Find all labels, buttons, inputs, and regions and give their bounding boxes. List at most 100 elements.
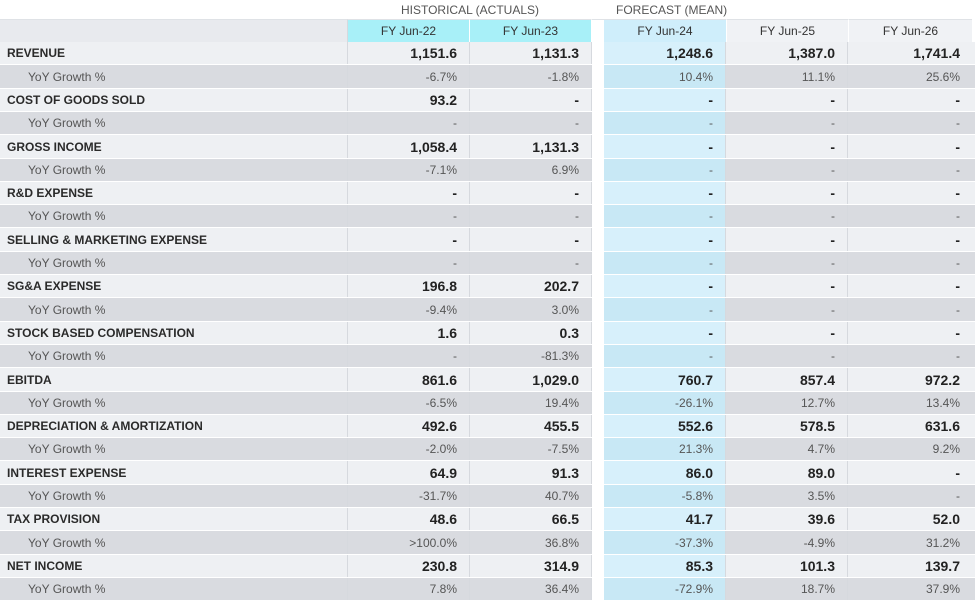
growth-cell: >100.0% — [348, 531, 470, 554]
growth-cell: - — [470, 252, 592, 274]
table-row[interactable]: SG&A EXPENSE 196.8 202.7- - - — [0, 275, 975, 298]
column-gap — [592, 485, 604, 507]
growth-row[interactable]: YoY Growth % -6.7% -1.8% 10.4% 11.1% 25.6% — [0, 65, 975, 89]
growth-cell: -2.0% — [348, 438, 470, 460]
growth-cell: -1.8% — [470, 65, 592, 88]
column-header-fy-jun-24[interactable]: FY Jun-24 — [604, 19, 726, 42]
table-row[interactable]: R&D EXPENSE - - - - - — [0, 182, 975, 205]
value-cell: 857.4 — [726, 368, 848, 391]
table-row[interactable]: REVENUE 1,151.6 1,131.3 1,248.6 1,387.0 1,741… — [0, 42, 975, 65]
value-cell: 39.6 — [726, 508, 848, 530]
growth-row[interactable]: YoY Growth % -31.7% 40.7% -5.8% 3.5% - — [0, 485, 975, 508]
growth-cell: - — [956, 256, 960, 270]
growth-cell: 31.2% — [925, 535, 960, 550]
value-cell: - — [955, 278, 960, 294]
value-cell: - — [470, 182, 592, 204]
column-header-fy-jun-26[interactable]: FY Jun-26 — [848, 19, 972, 42]
growth-row[interactable]: YoY Growth % - - - - - — [0, 112, 975, 135]
row-label: COST OF GOODS SOLD — [0, 89, 348, 111]
growth-cell: 21.3% — [604, 438, 726, 460]
growth-cell: -6.5% — [348, 392, 470, 414]
growth-label: YoY Growth % — [0, 392, 348, 414]
value-cell: 1,741.4 — [913, 45, 960, 61]
growth-row[interactable]: YoY Growth % -2.0% -7.5% 21.3% 4.7% 9.2% — [0, 438, 975, 461]
value-cell: 52.0 — [932, 511, 960, 527]
growth-cell: -26.1% — [604, 392, 726, 414]
value-cell: 1,131.3 — [470, 42, 592, 64]
value-cell: 1.6 — [348, 322, 470, 344]
row-label: GROSS INCOME — [0, 135, 348, 158]
growth-row[interactable]: YoY Growth % -6.5% 19.4% -26.1% 12.7% 13.4% — [0, 392, 975, 415]
column-gap — [592, 415, 604, 437]
value-cell: 1,248.6 — [604, 42, 726, 64]
column-gap — [592, 438, 604, 460]
growth-label: YoY Growth % — [0, 112, 348, 134]
growth-row[interactable]: YoY Growth % - - - - - — [0, 252, 975, 275]
column-gap — [592, 275, 604, 297]
column-gap — [592, 89, 604, 111]
value-cell: 314.9 — [470, 555, 592, 577]
table-row[interactable]: NET INCOME 230.8 314.9 85.3 101.3 139.7 — [0, 555, 975, 578]
column-gap — [592, 19, 604, 42]
historical-group-label: HISTORICAL (ACTUALS) — [400, 2, 540, 17]
value-cell: - — [726, 322, 848, 344]
growth-cell: - — [604, 112, 726, 134]
value-cell: 0.3 — [470, 322, 592, 344]
table-row[interactable]: DEPRECIATION & AMORTIZATION 492.6 455.5 552… — [0, 415, 975, 438]
value-cell: - — [726, 182, 848, 204]
growth-cell: - — [604, 159, 726, 181]
growth-cell: - — [604, 252, 726, 274]
growth-label: YoY Growth % — [0, 345, 348, 367]
growth-row[interactable]: YoY Growth % >100.0% 36.8% -37.3% -4.9% 31.2% — [0, 531, 975, 555]
value-cell: - — [955, 464, 960, 481]
table-row[interactable]: GROSS INCOME 1,058.4 1,131.3- - - — [0, 135, 975, 159]
growth-label: YoY Growth % — [0, 298, 348, 321]
growth-cell: - — [348, 112, 470, 134]
column-header-row: FY Jun-22 FY Jun-23 FY Jun-24 FY Jun-25 … — [0, 19, 975, 42]
row-label: R&D EXPENSE — [0, 182, 348, 204]
group-header-row: HISTORICAL (ACTUALS) FORECAST (MEAN) — [0, 0, 975, 19]
growth-cell: 9.2% — [932, 442, 960, 456]
value-cell: 455.5 — [470, 415, 592, 437]
growth-row[interactable]: YoY Growth % 7.8% 36.4% -72.9% 18.7% 37.9% — [0, 578, 975, 601]
growth-cell: -4.9% — [726, 531, 848, 554]
header-label-cell — [0, 19, 348, 42]
value-cell: 101.3 — [726, 555, 848, 577]
table-row[interactable]: TAX PROVISION 48.6 66.5 41.7 39.6 52.0 — [0, 508, 975, 531]
value-cell: 1,058.4 — [348, 135, 470, 158]
growth-label: YoY Growth % — [0, 578, 348, 600]
growth-label: YoY Growth % — [0, 485, 348, 507]
column-gap — [592, 368, 604, 391]
growth-cell: 13.4% — [925, 396, 960, 410]
growth-cell: - — [726, 112, 848, 134]
growth-cell: - — [956, 163, 960, 177]
table-row[interactable]: SELLING & MARKETING EXPENSE - - - - - — [0, 228, 975, 252]
value-cell: - — [470, 89, 592, 111]
header-spacer — [0, 0, 348, 19]
table-row[interactable]: INTEREST EXPENSE 64.9 91.3 86.0 89.0 - — [0, 461, 975, 485]
column-header-fy-jun-22[interactable]: FY Jun-22 — [348, 19, 470, 42]
column-header-fy-jun-25[interactable]: FY Jun-25 — [726, 19, 848, 42]
value-cell: 66.5 — [470, 508, 592, 530]
value-cell: - — [604, 135, 726, 158]
value-cell: - — [604, 89, 726, 111]
table-row[interactable]: COST OF GOODS SOLD 93.2- - - - — [0, 89, 975, 112]
growth-cell: - — [470, 112, 592, 134]
growth-row[interactable]: YoY Growth % -9.4% 3.0% - - - — [0, 298, 975, 322]
column-gap — [592, 42, 604, 64]
row-label: REVENUE — [0, 42, 348, 64]
growth-row[interactable]: YoY Growth % - - - - - — [0, 205, 975, 228]
column-header-fy-jun-23[interactable]: FY Jun-23 — [470, 19, 592, 42]
growth-cell: - — [348, 345, 470, 367]
value-cell: - — [726, 89, 848, 111]
value-cell: 196.8 — [348, 275, 470, 297]
growth-cell: 7.8% — [348, 578, 470, 600]
column-gap — [592, 461, 604, 484]
value-cell: 202.7 — [470, 275, 592, 297]
growth-cell: 18.7% — [726, 578, 848, 600]
growth-row[interactable]: YoY Growth % - -81.3% - - - — [0, 345, 975, 368]
growth-cell: -6.7% — [348, 65, 470, 88]
table-row[interactable]: STOCK BASED COMPENSATION 1.6 0.3- - - — [0, 322, 975, 345]
growth-row[interactable]: YoY Growth % -7.1% 6.9% - - - — [0, 159, 975, 182]
table-row[interactable]: EBITDA 861.6 1,029.0 760.7 857.4 972.2 — [0, 368, 975, 392]
